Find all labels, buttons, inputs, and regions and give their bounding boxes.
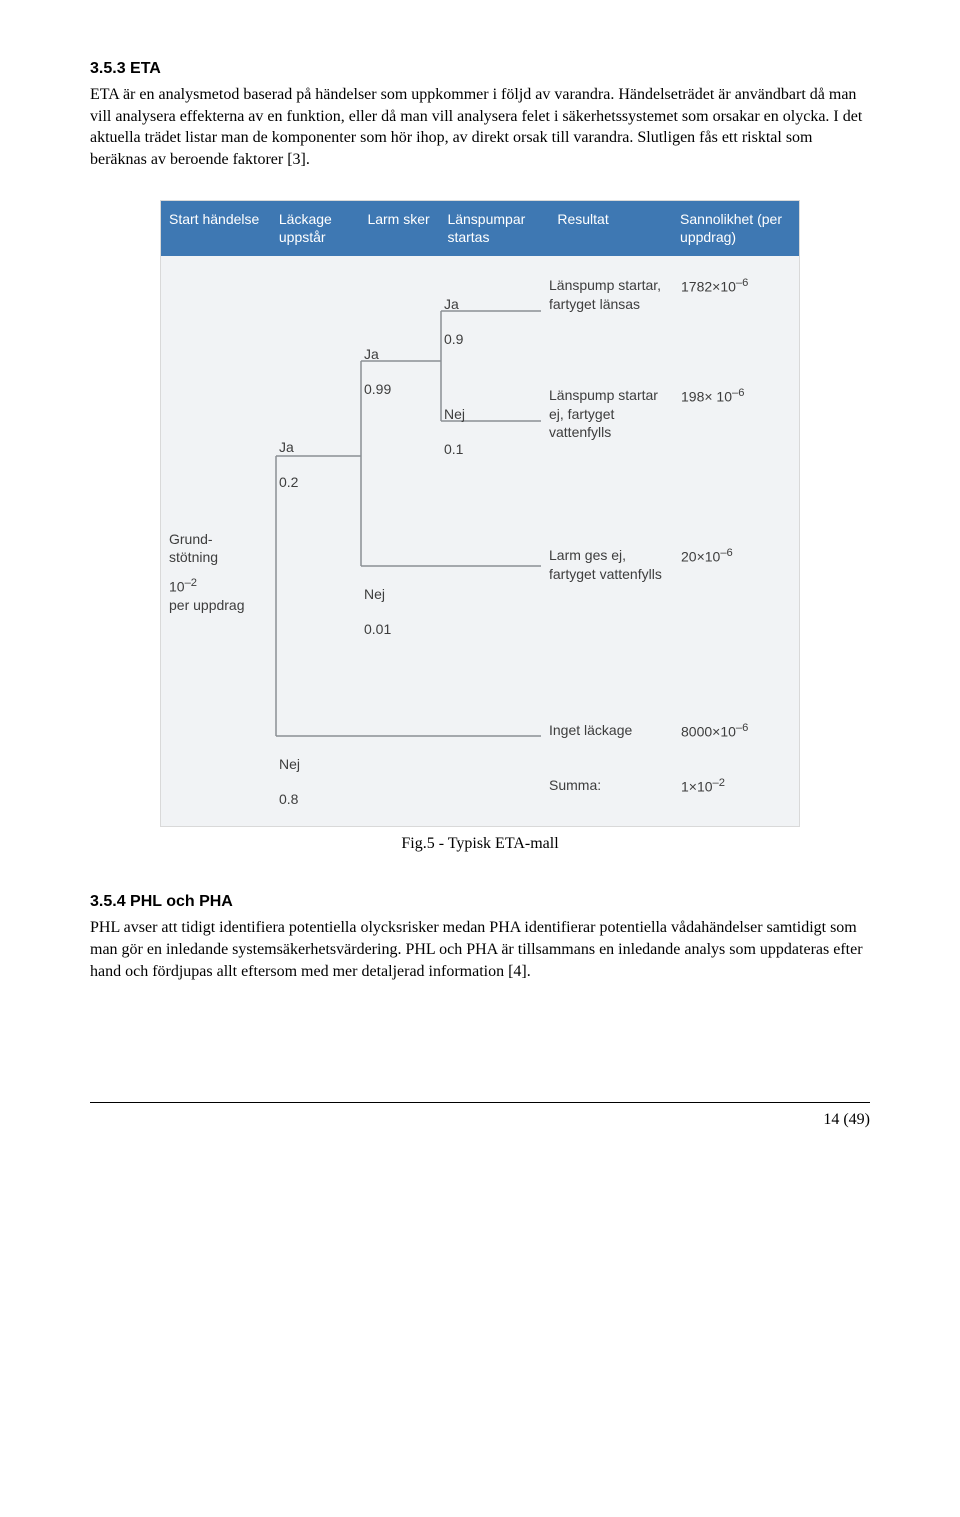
alarm-no: Nej 0.01 xyxy=(364,568,391,638)
footer-rule xyxy=(90,1102,870,1103)
header-prob: Sannolikhet (per uppdrag) xyxy=(672,211,799,246)
header-result: Resultat xyxy=(549,211,672,246)
pump-no-label: Nej xyxy=(444,406,465,422)
eta-table: Start händelse Läckage uppstår Larm sker… xyxy=(160,200,800,827)
prob-1: 1782×10–6 xyxy=(681,276,801,296)
result-3: Larm ges ej, fartyget vattenfylls xyxy=(549,546,674,582)
leak-yes-label: Ja xyxy=(279,439,294,455)
section-heading-eta: 3.5.3 ETA xyxy=(90,60,870,78)
root-freq: 10–2per uppdrag xyxy=(169,576,245,614)
pump-no: Nej 0.1 xyxy=(444,388,465,458)
section-text-eta: ETA är en analysmetod baserad på händels… xyxy=(90,84,870,170)
prob-2: 198× 10–6 xyxy=(681,386,801,406)
sum-label: Summa: xyxy=(549,776,674,794)
header-pump: Länspumpar startas xyxy=(439,211,549,246)
alarm-yes-prob: 0.99 xyxy=(364,381,391,397)
header-start: Start händelse xyxy=(161,211,271,246)
result-2: Länspump startar ej, fartyget vattenfyll… xyxy=(549,386,674,441)
prob-4: 8000×10–6 xyxy=(681,721,801,741)
alarm-yes: Ja 0.99 xyxy=(364,328,391,398)
leak-yes: Ja 0.2 xyxy=(279,421,298,491)
pump-no-prob: 0.1 xyxy=(444,441,463,457)
header-alarm: Larm sker xyxy=(359,211,439,246)
leak-no: Nej 0.8 xyxy=(279,738,300,808)
eta-table-header: Start händelse Läckage uppstår Larm sker… xyxy=(161,201,799,256)
pump-yes-label: Ja xyxy=(444,296,459,312)
alarm-no-prob: 0.01 xyxy=(364,621,391,637)
header-leak: Läckage uppstår xyxy=(271,211,360,246)
eta-tree-body: Grund- stötning 10–2per uppdrag Ja 0.2 N… xyxy=(161,256,799,826)
pump-yes: Ja 0.9 xyxy=(444,278,463,348)
alarm-no-label: Nej xyxy=(364,586,385,602)
leak-no-label: Nej xyxy=(279,756,300,772)
root-label: Grund- stötning xyxy=(169,531,218,566)
pump-yes-prob: 0.9 xyxy=(444,331,463,347)
result-4: Inget läckage xyxy=(549,721,674,739)
alarm-yes-label: Ja xyxy=(364,346,379,362)
leak-yes-prob: 0.2 xyxy=(279,474,298,490)
result-1: Länspump startar, fartyget länsas xyxy=(549,276,674,312)
section-heading-phl: 3.5.4 PHL och PHA xyxy=(90,893,870,911)
section-text-phl: PHL avser att tidigt identifiera potenti… xyxy=(90,917,870,982)
eta-figure: Start händelse Läckage uppstår Larm sker… xyxy=(160,200,800,853)
leak-no-prob: 0.8 xyxy=(279,791,298,807)
prob-3: 20×10–6 xyxy=(681,546,801,566)
figure-caption: Fig.5 - Typisk ETA-mall xyxy=(160,835,800,853)
sum-value: 1×10–2 xyxy=(681,776,801,796)
page-number: 14 (49) xyxy=(90,1111,870,1129)
